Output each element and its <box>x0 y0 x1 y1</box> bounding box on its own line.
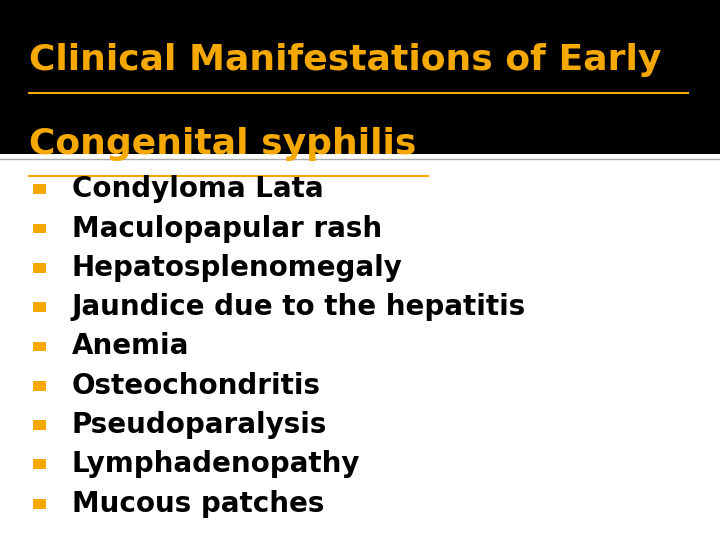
Text: Hepatosplenomegaly: Hepatosplenomegaly <box>72 254 403 282</box>
FancyBboxPatch shape <box>0 0 720 154</box>
Text: Condyloma Lata: Condyloma Lata <box>72 176 323 203</box>
FancyBboxPatch shape <box>33 224 46 233</box>
Text: Lymphadenopathy: Lymphadenopathy <box>72 450 361 478</box>
Text: Mucous patches: Mucous patches <box>72 490 325 518</box>
FancyBboxPatch shape <box>33 499 46 509</box>
Text: Pseudoparalysis: Pseudoparalysis <box>72 411 328 439</box>
FancyBboxPatch shape <box>33 263 46 273</box>
FancyBboxPatch shape <box>33 420 46 430</box>
FancyBboxPatch shape <box>33 302 46 312</box>
Text: Maculopapular rash: Maculopapular rash <box>72 214 382 242</box>
FancyBboxPatch shape <box>33 184 46 194</box>
Text: Clinical Manifestations of Early: Clinical Manifestations of Early <box>29 43 661 77</box>
FancyBboxPatch shape <box>33 460 46 469</box>
FancyBboxPatch shape <box>33 381 46 390</box>
Text: Osteochondritis: Osteochondritis <box>72 372 321 400</box>
FancyBboxPatch shape <box>33 342 46 352</box>
Text: Jaundice due to the hepatitis: Jaundice due to the hepatitis <box>72 293 526 321</box>
Text: Congenital syphilis: Congenital syphilis <box>29 127 416 161</box>
Text: Anemia: Anemia <box>72 333 189 361</box>
